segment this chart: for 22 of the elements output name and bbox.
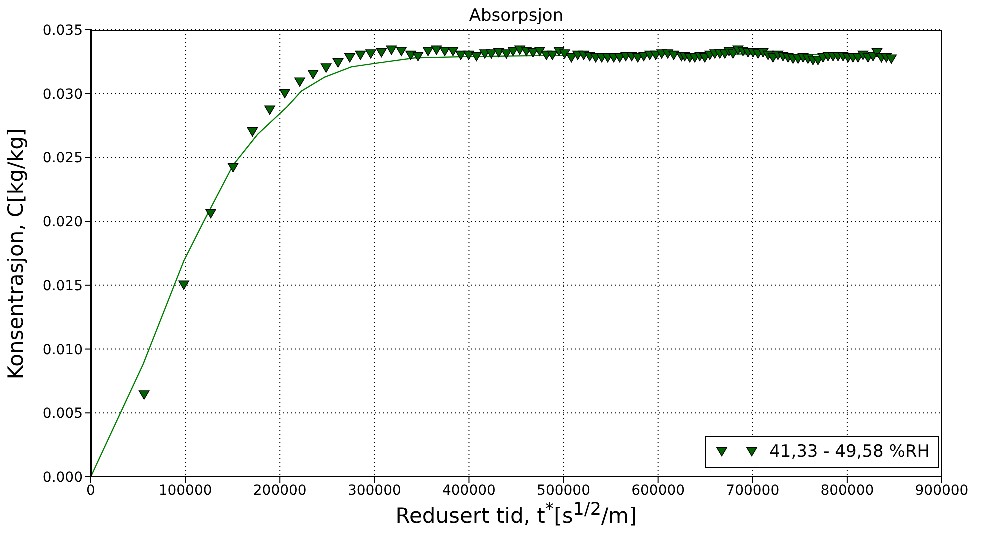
chart-title: Absorpsjon	[468, 6, 565, 26]
x-tick-label: 700000	[726, 482, 780, 499]
y-tick-label: 0.030	[42, 86, 83, 103]
x-tick-label: 800000	[820, 482, 874, 499]
y-tick-label: 0.025	[42, 150, 83, 167]
x-tick-label: 900000	[915, 482, 969, 499]
x-tick-label: 0	[86, 482, 96, 499]
y-tick-label: 0.035	[42, 22, 83, 39]
y-tick-label: 0.005	[42, 406, 83, 422]
y-tick-label: 0.000	[42, 470, 83, 486]
x-tick-label: 200000	[253, 482, 307, 499]
legend-label: 41,33 - 49,58 %RH	[770, 442, 930, 462]
x-tick-label: 300000	[348, 482, 402, 499]
y-tick-label: 0.010	[42, 342, 83, 358]
x-tick-label: 500000	[537, 482, 591, 499]
y-tick-label: 0.020	[42, 214, 83, 231]
x-axis-title: Redusert tid, t$^{*}$[s$^{1/2}$/m]	[394, 500, 638, 528]
x-tick-label: 400000	[442, 482, 496, 499]
y-tick-label: 0.015	[42, 278, 83, 294]
x-tick-label: 100000	[158, 482, 212, 499]
x-tick-label: 600000	[632, 482, 686, 499]
y-axis-title: Konsentrasjon, C[kg/kg]	[4, 128, 28, 380]
